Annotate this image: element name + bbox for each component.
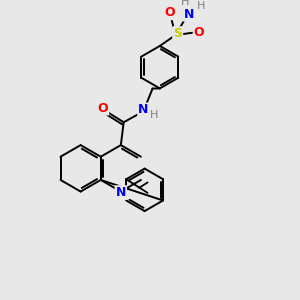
Text: O: O bbox=[194, 26, 204, 39]
Text: H: H bbox=[181, 0, 189, 7]
Text: H: H bbox=[197, 1, 205, 11]
Text: O: O bbox=[98, 101, 108, 115]
Text: N: N bbox=[184, 8, 194, 21]
Text: H: H bbox=[150, 110, 158, 120]
Text: N: N bbox=[116, 186, 126, 199]
Text: S: S bbox=[173, 27, 182, 40]
Text: N: N bbox=[138, 103, 148, 116]
Text: O: O bbox=[164, 6, 175, 19]
